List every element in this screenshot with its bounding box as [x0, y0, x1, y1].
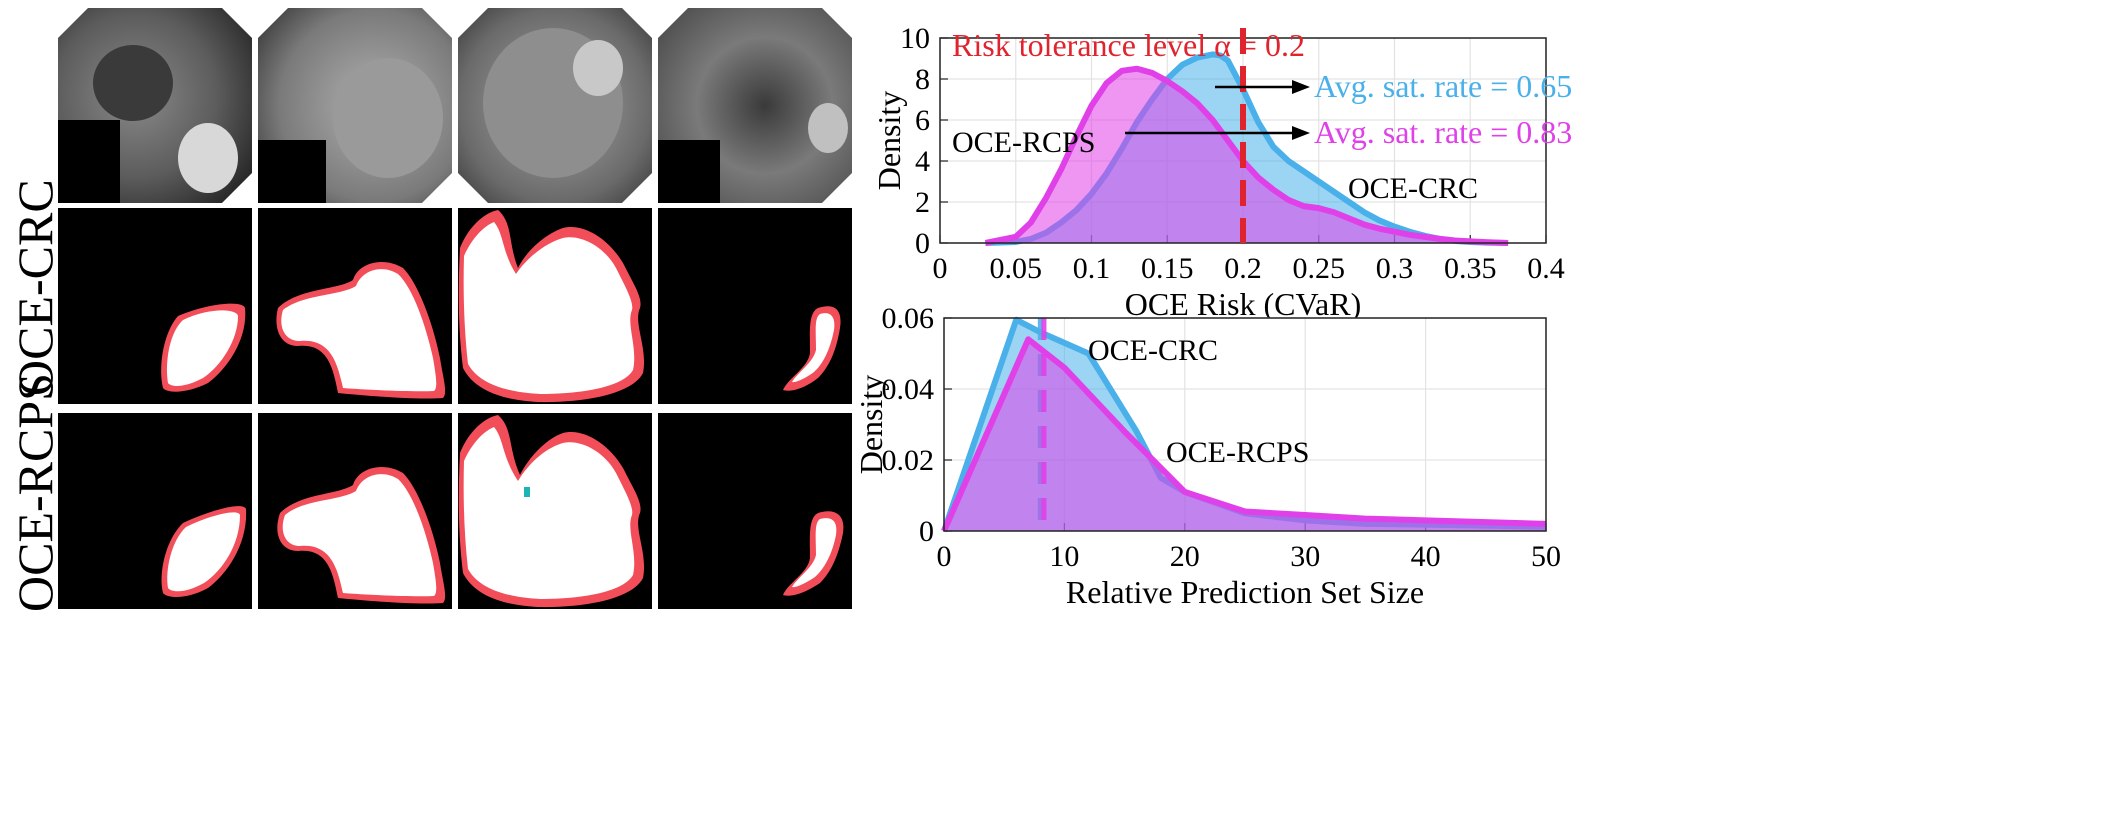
endoscopy-image-1: [58, 8, 252, 203]
x-tick-label: 50: [1531, 540, 1561, 573]
x-tick-label: 0.05: [990, 252, 1043, 285]
y-tick-label: 0: [915, 227, 930, 260]
y-tick-label: 2: [915, 186, 930, 219]
label-oce-crc: OCE-CRC: [1088, 334, 1218, 367]
y-tick-label: 0.04: [882, 373, 935, 406]
crc-mask-4: [658, 208, 852, 404]
x-tick-label: 0.3: [1376, 252, 1414, 285]
row-label-oce-crc: OCE-CRC: [7, 179, 63, 396]
y-tick-label: 8: [915, 63, 930, 96]
risk-density-chart: 0 0.05 0.1 0.15 0.2 0.25 0.3 0.35 0.40246810OCE …: [871, 22, 1572, 320]
set-size-density-chart: 0 10 20 30 40 50 0 0.02 0.04 0.06 Relative Predict…: [860, 302, 1561, 610]
crc-mask-2: [258, 208, 452, 404]
endoscopy-image-3: [458, 8, 652, 203]
y-tick-label: 4: [915, 145, 930, 178]
x-tick-label: 0.1: [1073, 252, 1111, 285]
x-tick-label: 0: [933, 252, 948, 285]
x-tick-label: 10: [1049, 540, 1079, 573]
x-tick-label: 0.35: [1444, 252, 1497, 285]
rcps-mask-4: [658, 413, 852, 609]
area-oce-rcps: [985, 68, 1509, 243]
annotation-rcps-sat-rate: Avg. sat. rate = 0.83: [1314, 114, 1572, 150]
label-oce-rcps: OCE-RCPS: [952, 126, 1095, 159]
label-oce-crc: OCE-CRC: [1348, 172, 1478, 205]
y-axis-label: Density: [860, 375, 889, 475]
x-tick-label: 0.25: [1293, 252, 1346, 285]
endoscopy-image-4: [658, 8, 852, 203]
y-tick-label: 0.06: [882, 302, 935, 335]
crc-mask-3: [458, 208, 652, 404]
y-tick-label: 10: [900, 22, 930, 55]
y-axis-label: Density: [871, 91, 907, 191]
y-tick-label: 0: [919, 515, 934, 548]
x-tick-label: 30: [1290, 540, 1320, 573]
x-tick-label: 0: [937, 540, 952, 573]
y-tick-label: 0.02: [882, 444, 935, 477]
crc-mask-1: [58, 208, 252, 404]
label-oce-rcps: OCE-RCPS: [1166, 436, 1309, 469]
endoscopy-image-2: [258, 8, 452, 203]
x-axis-label: OCE Risk (CVaR): [1125, 286, 1361, 320]
arrow-rcps-head: [1292, 126, 1310, 140]
annotation-crc-sat-rate: Avg. sat. rate = 0.65: [1314, 68, 1572, 104]
row-label-oce-rcps: OCE-RCPS: [7, 373, 63, 612]
x-tick-label: 0.4: [1527, 252, 1565, 285]
line-oce-rcps: [984, 65, 1509, 246]
axes-box: [943, 317, 1547, 532]
rcps-mask-1: [58, 413, 252, 609]
rcps-mask-3: [458, 413, 652, 609]
x-axis-label: Relative Prediction Set Size: [1066, 574, 1424, 610]
arrow-crc-head: [1292, 80, 1310, 94]
x-tick-label: 0.15: [1141, 252, 1194, 285]
x-tick-label: 0.2: [1224, 252, 1262, 285]
rcps-mask-2: [258, 413, 452, 609]
y-tick-label: 6: [915, 104, 930, 137]
x-tick-label: 40: [1411, 540, 1441, 573]
area-oce-rcps: [944, 339, 1546, 531]
risk-tolerance-label: Risk tolerance level α = 0.2: [952, 27, 1305, 63]
x-tick-label: 20: [1170, 540, 1200, 573]
